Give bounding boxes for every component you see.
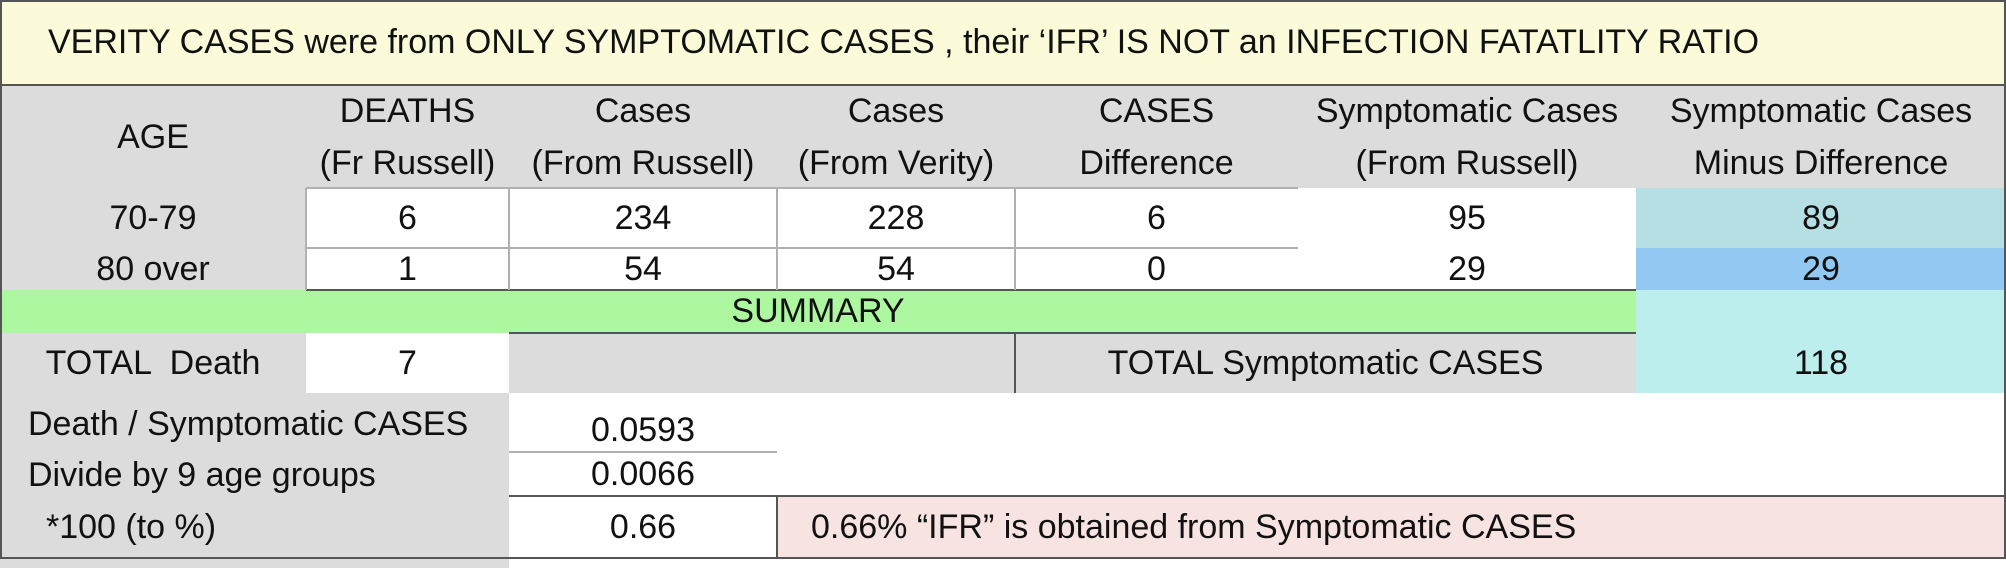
header-symptomatic-minus: Symptomatic Cases Minus Difference xyxy=(1669,91,1973,182)
totals-gray-fill xyxy=(509,333,1015,393)
row1-cases-verity: 228 xyxy=(867,198,925,237)
row2-symptomatic: 29 xyxy=(1448,249,1486,288)
calc-value-percent: 0.66 xyxy=(609,507,677,546)
row1-difference: 6 xyxy=(1147,198,1166,237)
row1-age: 70-79 xyxy=(0,188,306,248)
summary-bar: SUMMARY xyxy=(0,290,1636,333)
header-cases-verity: Cases (From Verity) xyxy=(797,91,995,182)
row2-symptomatic-minus: 29 xyxy=(1636,248,2006,290)
calc-label-ratio: Death / Symptomatic CASES xyxy=(28,404,469,443)
rule-row2 xyxy=(306,289,1636,291)
border-bottom xyxy=(0,557,2006,559)
header-cases-difference: CASES Difference xyxy=(1079,91,1234,182)
title-text: VERITY CASES were from ONLY SYMPTOMATIC … xyxy=(48,23,1760,61)
header-age: AGE xyxy=(117,117,189,156)
col-rule-2 xyxy=(508,188,510,290)
header-row xyxy=(0,85,2006,188)
header-deaths: DEATHS (Fr Russell) xyxy=(319,91,496,182)
rule-calc xyxy=(509,451,777,453)
header-symptomatic-russell: Symptomatic Cases (From Russell) xyxy=(1315,91,1619,182)
row1-symptomatic: 95 xyxy=(1448,198,1486,237)
row2-cases-verity: 54 xyxy=(877,249,915,288)
calc-value-ratio: 0.0593 xyxy=(591,410,695,449)
total-death-label: TOTAL Death xyxy=(0,333,306,393)
total-symptomatic-value: 118 xyxy=(1636,333,2006,393)
calc-label-column xyxy=(0,393,509,568)
col-rule-4 xyxy=(1014,188,1016,290)
col-rule-total xyxy=(1014,333,1016,393)
col-rule-3 xyxy=(776,188,778,290)
conclusion-note: 0.66% “IFR” is obtained from Symptomatic… xyxy=(777,497,2006,557)
rule-under-header xyxy=(306,187,1298,189)
row2-age: 80 over xyxy=(0,248,306,290)
total-death-value: 7 xyxy=(398,343,417,382)
summary-teal-cell xyxy=(1636,290,2006,333)
calc-label-divide: Divide by 9 age groups xyxy=(28,455,376,494)
rule-summary xyxy=(509,332,1636,334)
calc-value-divide: 0.0066 xyxy=(591,454,695,493)
row2-cases-russell: 54 xyxy=(624,249,662,288)
row2-difference: 0 xyxy=(1147,249,1166,288)
summary-label: SUMMARY xyxy=(731,292,905,330)
border-top xyxy=(0,0,2006,2)
row1-deaths: 6 xyxy=(398,198,417,237)
col-rule-calc xyxy=(776,496,778,558)
row2-deaths: 1 xyxy=(398,249,417,288)
rule-row1 xyxy=(306,247,1298,249)
border-left xyxy=(0,0,2,559)
col-rule-1 xyxy=(305,188,307,290)
border-right xyxy=(2004,0,2006,559)
row1-symptomatic-minus: 89 xyxy=(1636,188,2006,248)
total-symptomatic-label: TOTAL Symptomatic CASES xyxy=(1015,333,1636,393)
border-under-title xyxy=(0,84,2006,86)
rule-calc-bottom xyxy=(509,495,2006,497)
title-banner: VERITY CASES were from ONLY SYMPTOMATIC … xyxy=(0,0,2006,85)
calc-label-percent: *100 (to %) xyxy=(46,507,217,546)
header-cases-russell: Cases (From Russell) xyxy=(531,91,755,182)
row1-cases-russell: 234 xyxy=(614,198,672,237)
